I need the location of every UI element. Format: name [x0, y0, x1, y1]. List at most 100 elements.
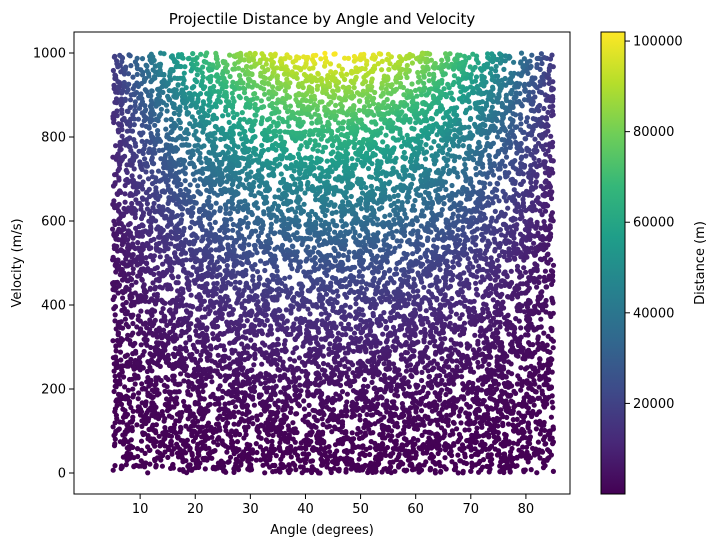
scatter-point	[347, 304, 353, 310]
scatter-point	[200, 74, 206, 80]
scatter-point	[284, 165, 290, 171]
scatter-point	[263, 61, 269, 67]
scatter-point	[501, 66, 507, 72]
scatter-point	[550, 112, 556, 118]
scatter-point	[164, 108, 170, 114]
scatter-point	[225, 149, 231, 155]
scatter-point	[534, 470, 540, 476]
scatter-point	[253, 441, 259, 447]
scatter-point	[466, 404, 472, 410]
scatter-point	[338, 321, 344, 327]
scatter-point	[224, 263, 230, 269]
scatter-point	[147, 286, 153, 292]
scatter-point	[202, 306, 208, 312]
scatter-point	[268, 221, 274, 227]
scatter-point	[139, 138, 145, 144]
scatter-point	[549, 52, 555, 58]
scatter-point	[259, 118, 265, 124]
scatter-point	[123, 321, 129, 327]
scatter-point	[209, 274, 215, 280]
scatter-point	[401, 149, 407, 156]
scatter-point	[425, 258, 431, 264]
scatter-point	[338, 96, 344, 102]
scatter-point	[306, 402, 312, 408]
scatter-point	[138, 438, 145, 444]
scatter-point	[415, 69, 421, 76]
scatter-point	[178, 371, 184, 377]
scatter-point	[395, 192, 401, 198]
scatter-point	[333, 209, 339, 215]
scatter-point	[272, 194, 278, 200]
scatter-point	[390, 361, 397, 367]
scatter-point	[410, 446, 416, 452]
scatter-point	[457, 273, 463, 279]
scatter-point	[192, 177, 198, 183]
scatter-point	[187, 90, 193, 96]
scatter-point	[257, 444, 263, 450]
scatter-point	[431, 161, 438, 167]
scatter-point	[419, 321, 425, 327]
scatter-point	[113, 412, 119, 418]
scatter-point	[240, 182, 246, 188]
scatter-point	[550, 426, 557, 432]
scatter-point	[475, 359, 481, 365]
scatter-point	[217, 208, 223, 214]
scatter-point	[149, 157, 155, 163]
scatter-point	[505, 132, 511, 138]
scatter-point	[342, 302, 348, 308]
scatter-point	[125, 87, 131, 93]
scatter-point	[467, 368, 474, 374]
scatter-point	[112, 463, 118, 469]
scatter-point	[201, 143, 207, 149]
scatter-point	[357, 233, 363, 239]
scatter-point	[541, 105, 547, 112]
scatter-point	[140, 241, 146, 247]
scatter-point	[226, 119, 232, 125]
scatter-point	[130, 351, 136, 357]
scatter-point	[484, 261, 490, 267]
scatter-point	[297, 382, 303, 388]
scatter-point	[344, 391, 350, 397]
scatter-point	[351, 53, 357, 60]
scatter-point	[152, 122, 158, 128]
scatter-point	[401, 467, 407, 473]
scatter-point	[111, 368, 117, 374]
scatter-point	[372, 333, 378, 339]
scatter-point	[213, 310, 219, 316]
scatter-point	[323, 291, 330, 297]
scatter-point	[507, 224, 513, 230]
scatter-point	[538, 51, 545, 57]
scatter-point	[447, 314, 453, 320]
scatter-point	[285, 439, 291, 445]
scatter-point	[473, 242, 479, 248]
scatter-point	[165, 200, 171, 206]
scatter-point	[212, 219, 218, 225]
scatter-point	[160, 306, 166, 312]
scatter-point	[484, 390, 490, 397]
scatter-point	[306, 411, 312, 417]
scatter-point	[531, 240, 537, 246]
scatter-point	[375, 349, 381, 355]
scatter-point	[262, 385, 268, 391]
scatter-point	[239, 110, 245, 116]
scatter-point	[543, 115, 550, 121]
scatter-point	[430, 93, 436, 99]
scatter-point	[302, 190, 308, 196]
scatter-point	[318, 165, 324, 171]
scatter-point	[190, 264, 196, 270]
scatter-point	[135, 396, 141, 402]
scatter-point	[139, 229, 145, 235]
scatter-point	[340, 119, 347, 125]
scatter-point	[209, 379, 215, 385]
scatter-point	[227, 52, 233, 58]
scatter-point	[302, 129, 308, 135]
scatter-point	[193, 104, 199, 110]
scatter-point	[110, 467, 116, 473]
scatter-point	[113, 348, 119, 354]
scatter-point	[318, 78, 325, 84]
scatter-point	[144, 206, 150, 212]
scatter-point	[207, 308, 213, 314]
scatter-point	[243, 312, 249, 318]
scatter-point	[497, 175, 503, 181]
scatter-point	[293, 411, 299, 417]
